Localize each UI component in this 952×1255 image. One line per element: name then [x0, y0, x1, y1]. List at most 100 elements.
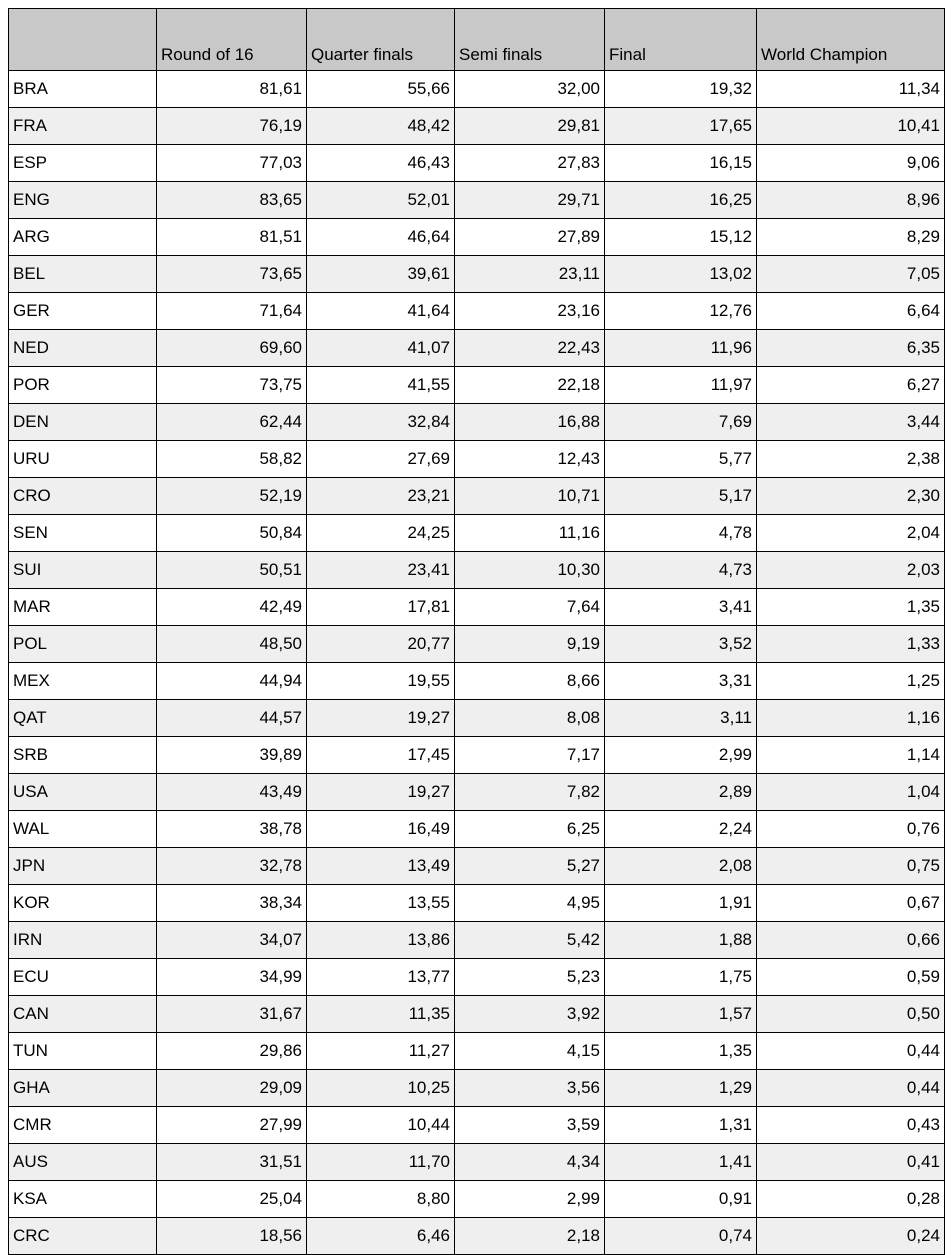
team-cell: ECU [8, 958, 157, 996]
team-cell: SUI [8, 551, 157, 589]
round-of-16-cell: 81,51 [156, 218, 307, 256]
semi-finals-cell: 12,43 [454, 440, 605, 478]
semi-finals-cell: 23,11 [454, 255, 605, 293]
world-champion-cell: 1,16 [756, 699, 945, 737]
final-cell: 3,11 [604, 699, 757, 737]
table-row: NED 69,60 41,07 22,43 11,96 6,35 [8, 329, 945, 367]
quarter-finals-cell: 52,01 [306, 181, 455, 219]
final-cell: 1,35 [604, 1032, 757, 1070]
round-of-16-cell: 25,04 [156, 1180, 307, 1218]
semi-finals-cell: 27,83 [454, 144, 605, 182]
round-of-16-cell: 76,19 [156, 107, 307, 145]
round-of-16-cell: 83,65 [156, 181, 307, 219]
semi-finals-cell: 29,71 [454, 181, 605, 219]
round-of-16-cell: 27,99 [156, 1106, 307, 1144]
world-champion-cell: 1,14 [756, 736, 945, 774]
semi-finals-cell: 6,25 [454, 810, 605, 848]
final-cell: 7,69 [604, 403, 757, 441]
table-row: BRA 81,61 55,66 32,00 19,32 11,34 [8, 70, 945, 108]
table-row: AUS 31,51 11,70 4,34 1,41 0,41 [8, 1143, 945, 1181]
quarter-finals-cell: 41,55 [306, 366, 455, 404]
semi-finals-cell: 7,64 [454, 588, 605, 626]
semi-finals-cell: 23,16 [454, 292, 605, 330]
quarter-finals-cell: 39,61 [306, 255, 455, 293]
quarter-finals-cell: 19,27 [306, 699, 455, 737]
final-cell: 0,91 [604, 1180, 757, 1218]
world-champion-cell: 6,64 [756, 292, 945, 330]
quarter-finals-cell: 16,49 [306, 810, 455, 848]
table-row: JPN 32,78 13,49 5,27 2,08 0,75 [8, 847, 945, 885]
round-of-16-cell: 43,49 [156, 773, 307, 811]
final-cell: 1,88 [604, 921, 757, 959]
world-champion-cell: 0,24 [756, 1217, 945, 1255]
team-cell: BEL [8, 255, 157, 293]
final-cell: 16,15 [604, 144, 757, 182]
team-cell: TUN [8, 1032, 157, 1070]
table-row: DEN 62,44 32,84 16,88 7,69 3,44 [8, 403, 945, 441]
world-champion-cell: 11,34 [756, 70, 945, 108]
header-row: Round of 16 Quarter finals Semi finals F… [8, 8, 945, 71]
table-row: MEX 44,94 19,55 8,66 3,31 1,25 [8, 662, 945, 700]
round-of-16-cell: 34,99 [156, 958, 307, 996]
quarter-finals-cell: 23,21 [306, 477, 455, 515]
final-cell: 2,24 [604, 810, 757, 848]
final-cell: 4,73 [604, 551, 757, 589]
team-cell: ENG [8, 181, 157, 219]
final-cell: 1,31 [604, 1106, 757, 1144]
world-champion-cell: 2,04 [756, 514, 945, 552]
table-row: FRA 76,19 48,42 29,81 17,65 10,41 [8, 107, 945, 145]
quarter-finals-cell: 17,81 [306, 588, 455, 626]
final-cell: 19,32 [604, 70, 757, 108]
world-champion-cell: 10,41 [756, 107, 945, 145]
final-cell: 13,02 [604, 255, 757, 293]
final-cell: 5,17 [604, 477, 757, 515]
round-of-16-cell: 69,60 [156, 329, 307, 367]
semi-finals-cell: 3,92 [454, 995, 605, 1033]
table-row: KOR 38,34 13,55 4,95 1,91 0,67 [8, 884, 945, 922]
team-cell: CMR [8, 1106, 157, 1144]
semi-finals-cell: 3,59 [454, 1106, 605, 1144]
round-of-16-cell: 52,19 [156, 477, 307, 515]
final-cell: 1,91 [604, 884, 757, 922]
team-cell: URU [8, 440, 157, 478]
world-champion-cell: 0,41 [756, 1143, 945, 1181]
world-champion-cell: 0,59 [756, 958, 945, 996]
round-of-16-cell: 38,34 [156, 884, 307, 922]
team-cell: SEN [8, 514, 157, 552]
semi-finals-cell: 2,99 [454, 1180, 605, 1218]
quarter-finals-cell: 46,43 [306, 144, 455, 182]
semi-finals-cell: 4,95 [454, 884, 605, 922]
world-champion-cell: 0,28 [756, 1180, 945, 1218]
quarter-finals-cell: 13,55 [306, 884, 455, 922]
final-cell: 1,75 [604, 958, 757, 996]
semi-finals-cell: 32,00 [454, 70, 605, 108]
quarter-finals-cell: 41,07 [306, 329, 455, 367]
semi-finals-cell: 7,17 [454, 736, 605, 774]
semi-finals-cell: 3,56 [454, 1069, 605, 1107]
quarter-finals-cell: 13,86 [306, 921, 455, 959]
final-cell: 11,96 [604, 329, 757, 367]
semi-finals-cell: 5,42 [454, 921, 605, 959]
table-row: USA 43,49 19,27 7,82 2,89 1,04 [8, 773, 945, 811]
semi-finals-cell: 5,27 [454, 847, 605, 885]
round-of-16-cell: 34,07 [156, 921, 307, 959]
table-row: POR 73,75 41,55 22,18 11,97 6,27 [8, 366, 945, 404]
world-champion-cell: 9,06 [756, 144, 945, 182]
table-row: ENG 83,65 52,01 29,71 16,25 8,96 [8, 181, 945, 219]
final-cell: 2,99 [604, 736, 757, 774]
quarter-finals-cell: 48,42 [306, 107, 455, 145]
table-row: TUN 29,86 11,27 4,15 1,35 0,44 [8, 1032, 945, 1070]
round-of-16-cell: 81,61 [156, 70, 307, 108]
table-row: SEN 50,84 24,25 11,16 4,78 2,04 [8, 514, 945, 552]
world-champion-cell: 6,27 [756, 366, 945, 404]
world-champion-cell: 0,66 [756, 921, 945, 959]
world-champion-cell: 1,33 [756, 625, 945, 663]
table-row: BEL 73,65 39,61 23,11 13,02 7,05 [8, 255, 945, 293]
final-cell: 4,78 [604, 514, 757, 552]
final-cell: 2,08 [604, 847, 757, 885]
quarter-finals-cell: 10,44 [306, 1106, 455, 1144]
header-semi-finals: Semi finals [454, 8, 605, 71]
team-cell: KSA [8, 1180, 157, 1218]
round-of-16-cell: 77,03 [156, 144, 307, 182]
round-of-16-cell: 31,51 [156, 1143, 307, 1181]
